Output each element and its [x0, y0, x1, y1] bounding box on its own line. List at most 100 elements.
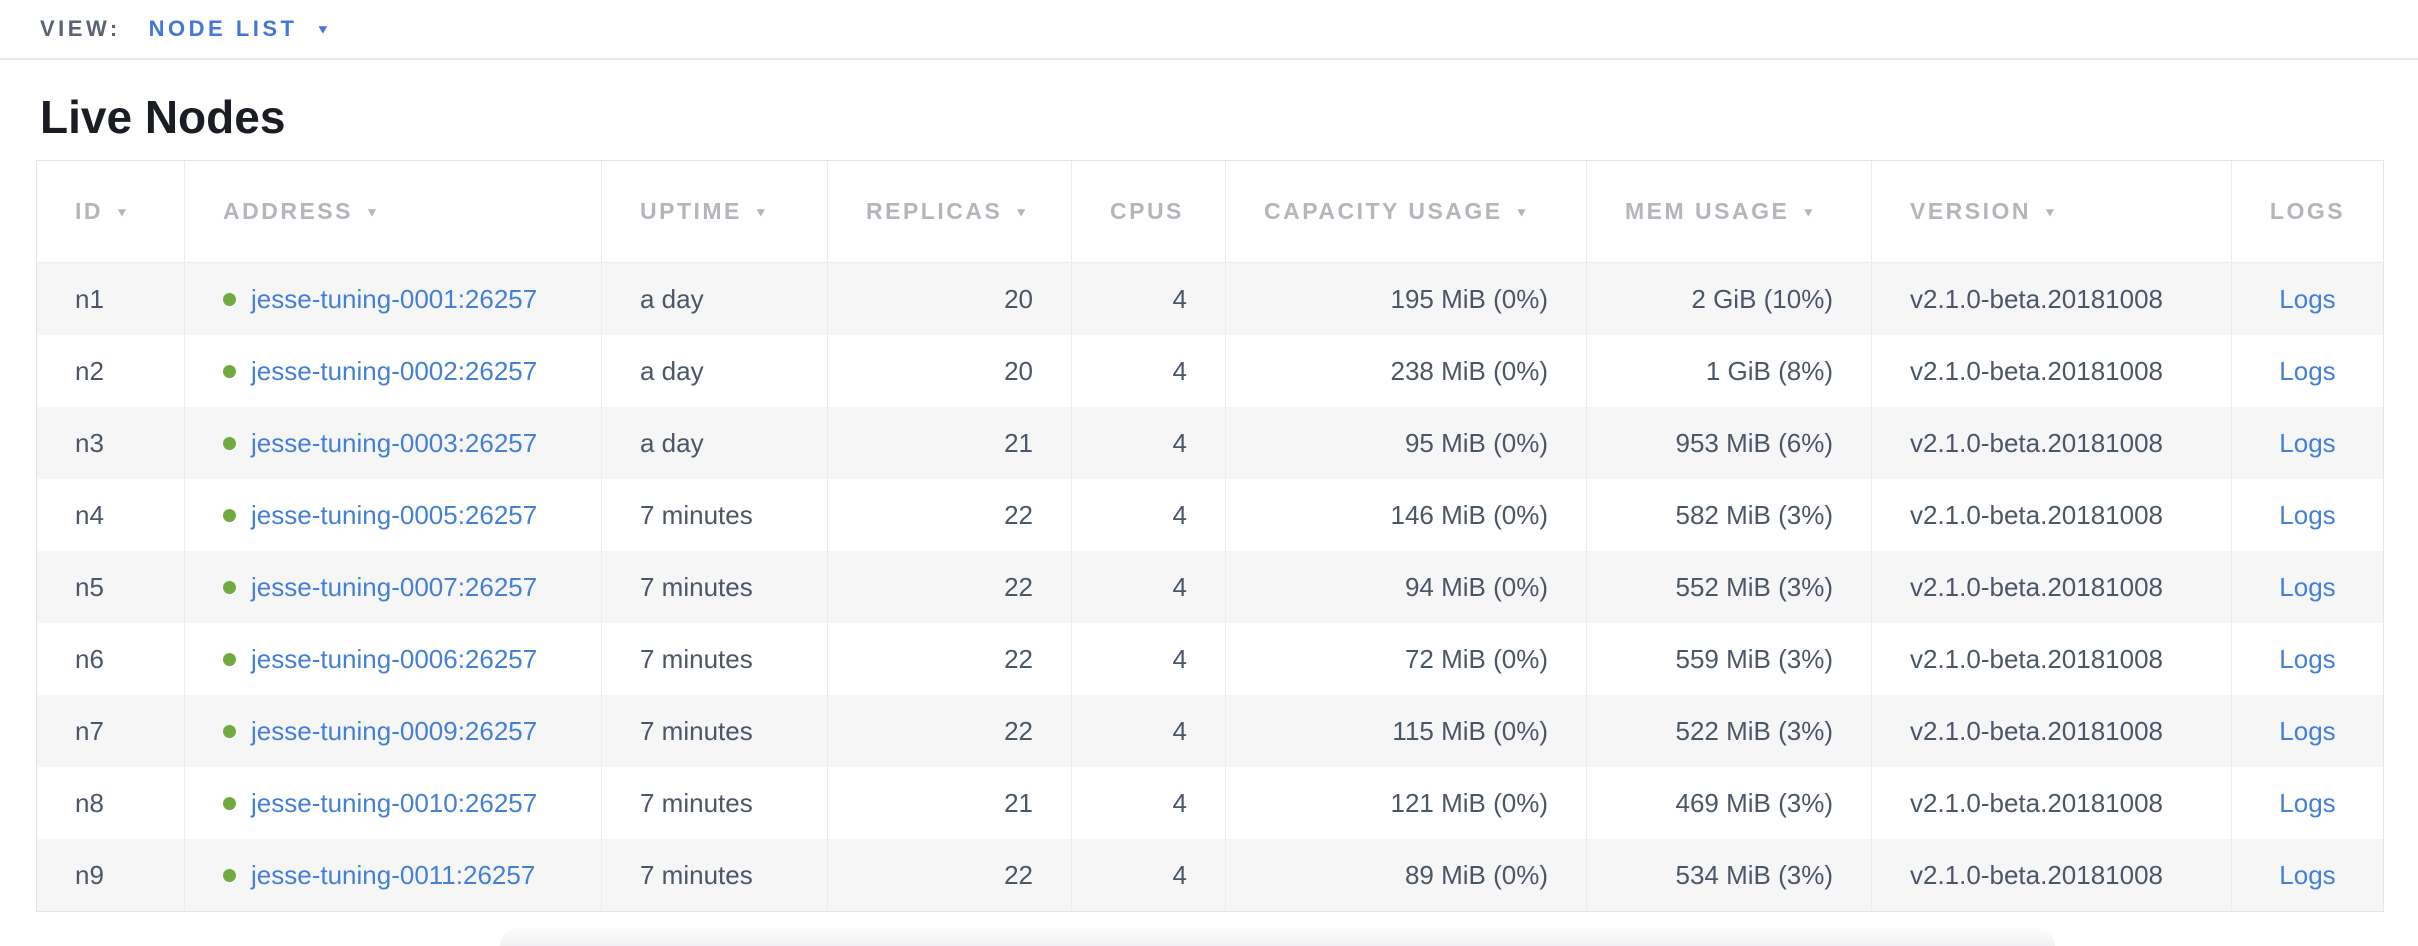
cell-cpus: 4	[1071, 839, 1225, 911]
logs-link[interactable]: Logs	[2279, 859, 2336, 890]
address-link[interactable]: jesse-tuning-0009:26257	[251, 715, 538, 746]
cell-version: v2.1.0-beta.20181008	[1871, 335, 2231, 407]
logs-link[interactable]: Logs	[2279, 643, 2336, 674]
cell-mem-usage: 953 MiB (6%)	[1586, 407, 1871, 479]
view-bar: VIEW: NODE LIST ▼	[0, 0, 2418, 60]
page-title: Live Nodes	[40, 91, 286, 143]
sort-arrow-icon: ▼	[115, 204, 132, 220]
cell-uptime: 7 minutes	[601, 551, 827, 623]
cell-replicas: 22	[827, 839, 1071, 911]
sort-arrow-icon: ▼	[753, 204, 771, 220]
cell-replicas: 22	[827, 695, 1071, 767]
cell-address: jesse-tuning-0009:26257	[184, 695, 601, 767]
cell-node-id: n8	[37, 767, 184, 839]
table-row: n4 jesse-tuning-0005:26257 7 minutes 22 …	[37, 479, 2383, 551]
cell-cpus: 4	[1071, 263, 1225, 335]
cell-replicas: 21	[827, 767, 1071, 839]
cell-node-id: n4	[37, 479, 184, 551]
cell-address: jesse-tuning-0002:26257	[184, 335, 601, 407]
column-header-cpus: CPUS	[1071, 161, 1225, 263]
column-header-label: VERSION	[1910, 198, 2032, 224]
column-header-replicas[interactable]: REPLICAS ▼	[827, 161, 1071, 263]
table-row: n5 jesse-tuning-0007:26257 7 minutes 22 …	[37, 551, 2383, 623]
column-header-capacity-usage[interactable]: CAPACITY USAGE ▼	[1225, 161, 1586, 263]
table-body: n1 jesse-tuning-0001:26257 a day 20 4 19…	[37, 263, 2383, 911]
cell-mem-usage: 552 MiB (3%)	[1586, 551, 1871, 623]
cell-uptime: 7 minutes	[601, 479, 827, 551]
cell-address: jesse-tuning-0005:26257	[184, 479, 601, 551]
cell-logs: Logs	[2231, 263, 2383, 335]
cell-node-id: n6	[37, 623, 184, 695]
column-header-uptime[interactable]: UPTIME ▼	[601, 161, 827, 263]
sort-arrow-icon: ▼	[364, 204, 382, 220]
node-status-dot-icon	[223, 364, 236, 378]
cell-mem-usage: 469 MiB (3%)	[1586, 767, 1871, 839]
sort-arrow-icon: ▼	[2043, 204, 2060, 220]
logs-link[interactable]: Logs	[2279, 427, 2336, 458]
logs-link[interactable]: Logs	[2279, 787, 2336, 818]
table-row: n3 jesse-tuning-0003:26257 a day 21 4 95…	[37, 407, 2383, 479]
cell-uptime: 7 minutes	[601, 623, 827, 695]
column-header-id[interactable]: ID ▼	[37, 161, 184, 263]
logs-link[interactable]: Logs	[2279, 571, 2336, 602]
cell-version: v2.1.0-beta.20181008	[1871, 839, 2231, 911]
cell-logs: Logs	[2231, 479, 2383, 551]
node-status-dot-icon	[223, 436, 236, 450]
column-header-label: ID	[75, 198, 103, 224]
table-header-row: ID ▼ ADDRESS ▼ UPTIME ▼ REPLICAS ▼ CPUS CAPA…	[37, 161, 2383, 263]
cell-logs: Logs	[2231, 767, 2383, 839]
address-link[interactable]: jesse-tuning-0002:26257	[251, 355, 538, 386]
cell-mem-usage: 534 MiB (3%)	[1586, 839, 1871, 911]
address-link[interactable]: jesse-tuning-0006:26257	[251, 643, 538, 674]
logs-link[interactable]: Logs	[2279, 355, 2336, 386]
address-link[interactable]: jesse-tuning-0001:26257	[251, 283, 538, 314]
address-link[interactable]: jesse-tuning-0007:26257	[251, 571, 538, 602]
table-row: n7 jesse-tuning-0009:26257 7 minutes 22 …	[37, 695, 2383, 767]
cell-address: jesse-tuning-0006:26257	[184, 623, 601, 695]
cell-address: jesse-tuning-0001:26257	[184, 263, 601, 335]
address-link[interactable]: jesse-tuning-0003:26257	[251, 427, 538, 458]
cell-mem-usage: 2 GiB (10%)	[1586, 263, 1871, 335]
cell-cpus: 4	[1071, 623, 1225, 695]
sort-arrow-icon: ▼	[1514, 204, 1531, 220]
cell-uptime: a day	[601, 407, 827, 479]
cell-address: jesse-tuning-0007:26257	[184, 551, 601, 623]
view-selector-value: NODE LIST	[148, 16, 298, 41]
table-row: n8 jesse-tuning-0010:26257 7 minutes 21 …	[37, 767, 2383, 839]
column-header-mem-usage[interactable]: MEM USAGE ▼	[1586, 161, 1871, 263]
address-link[interactable]: jesse-tuning-0011:26257	[251, 859, 536, 890]
column-header-logs: LOGS	[2231, 161, 2383, 263]
node-status-dot-icon	[223, 652, 236, 666]
sort-arrow-icon: ▼	[1014, 204, 1031, 220]
column-header-address[interactable]: ADDRESS ▼	[184, 161, 601, 263]
cell-logs: Logs	[2231, 623, 2383, 695]
cell-capacity-usage: 72 MiB (0%)	[1225, 623, 1586, 695]
column-header-label: ADDRESS	[223, 198, 353, 224]
column-header-version[interactable]: VERSION ▼	[1871, 161, 2231, 263]
sort-arrow-icon: ▼	[1801, 204, 1818, 220]
column-header-label: CAPACITY USAGE	[1264, 198, 1503, 224]
address-link[interactable]: jesse-tuning-0005:26257	[251, 499, 538, 530]
cell-replicas: 22	[827, 479, 1071, 551]
logs-link[interactable]: Logs	[2279, 283, 2336, 314]
view-selector-dropdown[interactable]: NODE LIST ▼	[149, 16, 331, 42]
cell-logs: Logs	[2231, 695, 2383, 767]
logs-link[interactable]: Logs	[2279, 499, 2336, 530]
cell-node-id: n5	[37, 551, 184, 623]
column-header-label: MEM USAGE	[1625, 198, 1790, 224]
node-status-dot-icon	[223, 868, 236, 882]
address-link[interactable]: jesse-tuning-0010:26257	[251, 787, 538, 818]
cell-uptime: a day	[601, 335, 827, 407]
cell-mem-usage: 1 GiB (8%)	[1586, 335, 1871, 407]
cell-capacity-usage: 94 MiB (0%)	[1225, 551, 1586, 623]
cell-uptime: 7 minutes	[601, 695, 827, 767]
logs-link[interactable]: Logs	[2279, 715, 2336, 746]
cell-cpus: 4	[1071, 407, 1225, 479]
cell-version: v2.1.0-beta.20181008	[1871, 407, 2231, 479]
view-label: VIEW:	[40, 16, 121, 41]
cell-node-id: n9	[37, 839, 184, 911]
cell-replicas: 22	[827, 551, 1071, 623]
column-header-label: REPLICAS	[866, 198, 1003, 224]
table-row: n1 jesse-tuning-0001:26257 a day 20 4 19…	[37, 263, 2383, 335]
